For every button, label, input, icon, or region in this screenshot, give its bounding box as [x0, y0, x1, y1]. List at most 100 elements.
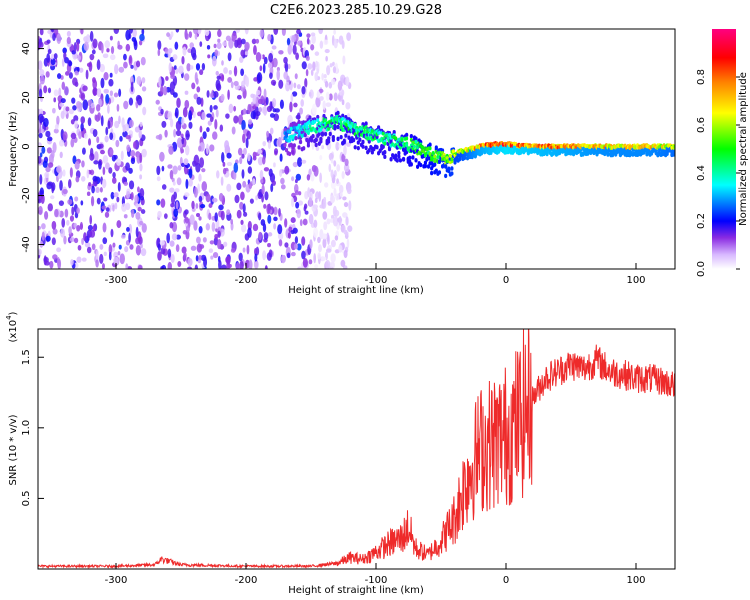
noise-cell: [294, 189, 299, 196]
noise-cell: [326, 65, 331, 76]
noise-cell: [63, 235, 67, 245]
noise-cell: [197, 183, 200, 194]
noise-cell: [269, 101, 273, 112]
noise-cell: [85, 34, 91, 44]
noise-cell: [267, 214, 272, 224]
noise-cell: [80, 92, 86, 101]
noise-cell: [89, 53, 95, 61]
noise-cell: [199, 125, 203, 133]
noise-cell: [130, 208, 135, 218]
noise-cell: [258, 231, 262, 241]
noise-cell: [38, 209, 43, 215]
noise-cell: [242, 180, 247, 188]
noise-cell: [278, 79, 284, 89]
noise-cell: [325, 55, 328, 62]
noise-cell: [71, 97, 76, 104]
noise-cell: [109, 90, 114, 97]
noise-cell: [133, 39, 138, 47]
noise-cell: [214, 119, 218, 130]
noise-cell: [295, 173, 302, 181]
ridge-halo-cell: [356, 145, 360, 151]
noise-cell: [227, 89, 230, 100]
ridge-halo-cell: [361, 144, 365, 149]
noise-cell: [52, 32, 56, 42]
noise-cell: [130, 150, 136, 157]
noise-cell: [63, 51, 67, 60]
ridge-halo-cell: [336, 110, 340, 116]
noise-cell: [235, 262, 240, 269]
noise-cell: [321, 256, 327, 261]
noise-cell: [72, 105, 77, 111]
noise-cell: [262, 140, 267, 147]
noise-cell: [39, 152, 43, 158]
x-tick-label: -300: [105, 275, 128, 286]
noise-cell: [206, 127, 210, 133]
ridge-halo-cell: [364, 145, 368, 151]
noise-cell: [293, 243, 299, 250]
noise-cell: [117, 181, 121, 192]
noise-cell: [330, 214, 335, 220]
noise-cell: [110, 191, 115, 200]
noise-cell: [56, 247, 62, 253]
noise-cell: [319, 155, 323, 161]
colorbar: [712, 29, 736, 269]
ridge-halo-cell: [665, 151, 669, 156]
ridge-halo-cell: [323, 131, 328, 137]
noise-cell: [169, 169, 174, 180]
noise-cell: [213, 237, 219, 246]
noise-cell: [213, 43, 217, 49]
noise-cell: [126, 191, 131, 199]
noise-cell: [241, 153, 245, 159]
noise-cell: [47, 181, 53, 186]
noise-cell: [125, 162, 130, 171]
noise-cell: [83, 132, 88, 139]
noise-cell: [56, 33, 62, 45]
noise-cell: [155, 99, 160, 105]
noise-cell: [279, 169, 283, 177]
ridge-cell: [313, 119, 317, 124]
noise-cell: [114, 202, 118, 210]
noise-cell: [102, 237, 108, 245]
noise-cell: [62, 47, 67, 54]
noise-cell: [216, 42, 222, 50]
noise-cell: [161, 184, 167, 190]
noise-cell: [194, 264, 198, 269]
noise-cell: [137, 264, 143, 269]
noise-cell: [266, 252, 272, 261]
noise-cell: [218, 192, 224, 202]
noise-cell: [333, 187, 337, 197]
noise-cell: [277, 224, 283, 235]
ridge-halo-cell: [358, 137, 362, 142]
noise-cell: [76, 66, 80, 72]
noise-cell: [267, 232, 273, 237]
noise-cell: [294, 179, 298, 184]
noise-cell: [198, 216, 202, 221]
noise-cell: [68, 72, 73, 79]
noise-cell: [87, 224, 93, 231]
noise-cell: [69, 237, 76, 242]
noise-cell: [116, 104, 120, 112]
noise-cell: [61, 81, 66, 91]
noise-cell: [284, 218, 288, 228]
ridge-halo-cell: [308, 115, 312, 120]
noise-cell: [139, 174, 143, 180]
noise-cell: [246, 130, 251, 140]
noise-cell: [319, 40, 324, 49]
ridge-halo-cell: [405, 132, 409, 138]
ridge-halo-cell: [327, 136, 331, 141]
noise-cell: [280, 128, 285, 140]
noise-cell: [341, 170, 345, 180]
noise-cell: [340, 259, 346, 268]
noise-cell: [293, 102, 298, 108]
noise-cell: [93, 160, 99, 165]
noise-cell: [306, 37, 310, 45]
noise-cell: [267, 33, 272, 42]
noise-cell: [136, 76, 142, 85]
noise-cell: [59, 151, 63, 159]
noise-cell: [95, 249, 99, 260]
noise-cell: [287, 44, 293, 55]
noise-cell: [53, 128, 59, 134]
ridge-halo-cell: [409, 162, 413, 167]
noise-cell: [319, 204, 325, 209]
noise-cell: [263, 105, 268, 116]
